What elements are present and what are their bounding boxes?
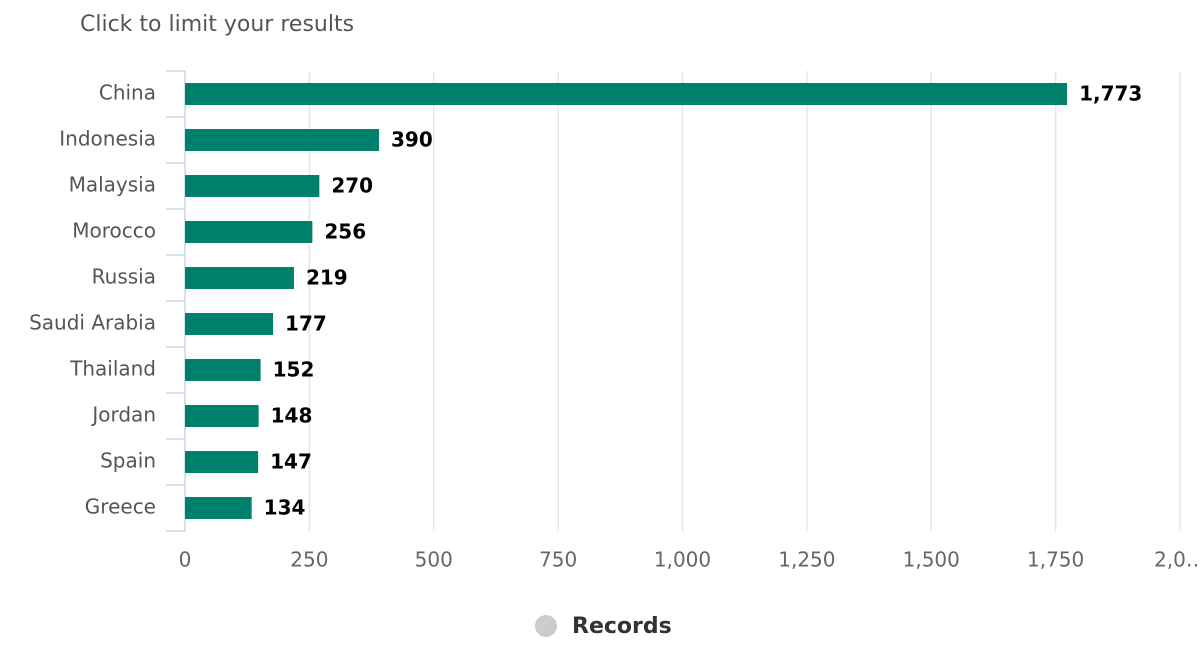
x-tick-label: 750	[539, 548, 577, 572]
x-tick-label: 1,250	[778, 548, 835, 572]
y-tick-label: Russia	[92, 265, 156, 289]
x-tick-label: 2,0…	[1154, 548, 1200, 572]
x-tick-label: 500	[415, 548, 453, 572]
x-tick-label: 1,500	[903, 548, 960, 572]
bar[interactable]	[185, 497, 252, 519]
x-tick-label: 1,750	[1027, 548, 1084, 572]
y-tick-label: Saudi Arabia	[29, 311, 156, 335]
x-tick-label: 0	[179, 548, 192, 572]
value-label: 148	[271, 404, 313, 428]
value-label: 1,773	[1079, 82, 1142, 106]
y-tick-label: Indonesia	[59, 127, 156, 151]
value-label: 390	[391, 128, 433, 152]
bar[interactable]	[185, 129, 380, 151]
value-label: 177	[285, 312, 327, 336]
bar[interactable]	[185, 83, 1068, 105]
value-label: 219	[306, 266, 348, 290]
y-tick-label: Malaysia	[69, 173, 156, 197]
y-tick-label: China	[99, 81, 156, 105]
y-tick-label: Thailand	[69, 357, 156, 381]
bar[interactable]	[185, 221, 313, 243]
x-tick-label: 1,000	[654, 548, 711, 572]
x-tick-label: 250	[290, 548, 328, 572]
bar[interactable]	[185, 175, 320, 197]
y-tick-label: Spain	[100, 449, 156, 473]
value-label: 270	[331, 174, 373, 198]
bar[interactable]	[185, 359, 261, 381]
bar[interactable]	[185, 451, 259, 473]
value-label: 147	[270, 450, 312, 474]
value-label: 256	[324, 220, 366, 244]
y-tick-label: Jordan	[90, 403, 156, 427]
value-label: 134	[264, 496, 306, 520]
bar[interactable]	[185, 405, 259, 427]
chart-subtitle: Click to limit your results	[80, 12, 354, 37]
legend-marker[interactable]	[535, 615, 557, 637]
legend-label[interactable]: Records	[572, 614, 672, 639]
bar[interactable]	[185, 267, 294, 289]
y-tick-label: Greece	[85, 495, 156, 519]
value-label: 152	[273, 358, 315, 382]
y-tick-label: Morocco	[72, 219, 156, 243]
bar[interactable]	[185, 313, 274, 335]
